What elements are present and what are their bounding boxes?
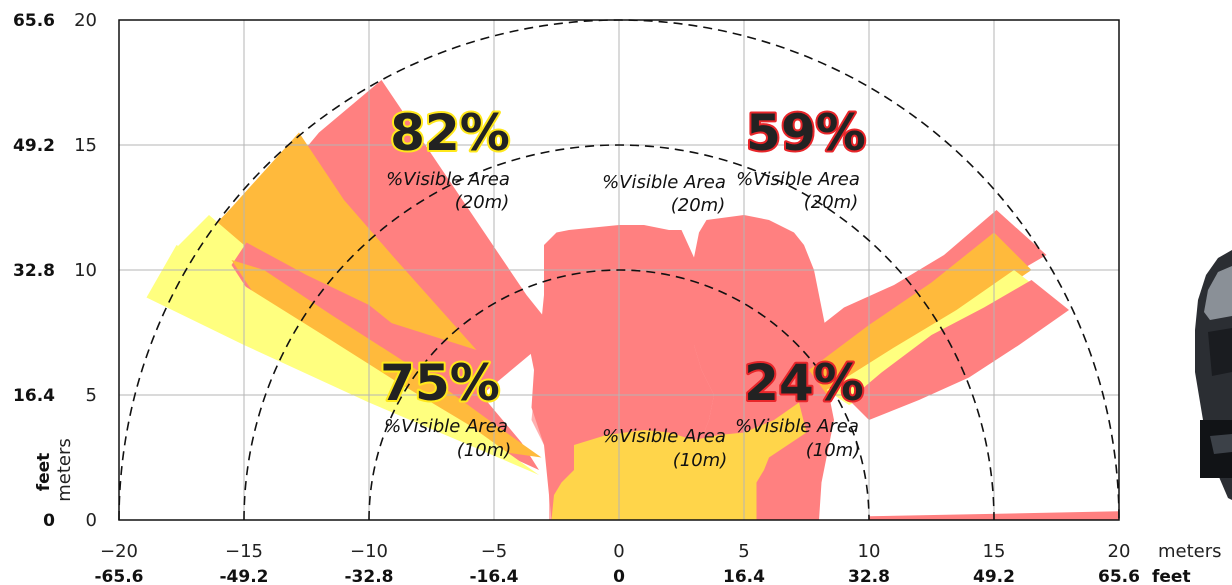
y-tick-meters: 0 bbox=[86, 510, 97, 531]
region-right-red-lower bbox=[849, 280, 1069, 420]
label-59-line2: (20m) bbox=[804, 192, 858, 213]
x-tick-meters: −20 bbox=[100, 541, 138, 562]
region-left-yellow-lower bbox=[146, 245, 539, 475]
x-tick-meters: 20 bbox=[1108, 541, 1131, 562]
percent-82: 82% bbox=[390, 104, 510, 162]
truck-image bbox=[1195, 250, 1232, 500]
y-tick-meters: 10 bbox=[74, 260, 97, 281]
x-tick-meters: 15 bbox=[983, 541, 1006, 562]
range-rings bbox=[118, 19, 1120, 521]
label-75-line1: %Visible Area bbox=[384, 416, 508, 437]
center-label-20m-line2: (20m) bbox=[671, 195, 725, 216]
axis-ticks: −20 -65.6 −15 -49.2 −10 -32.8 −5 -16.4 0 0 5 16.4 10… bbox=[13, 10, 1140, 585]
x-tick-feet: 65.6 bbox=[1098, 567, 1140, 585]
x-tick-meters: 0 bbox=[613, 541, 624, 562]
x-tick-meters: 5 bbox=[738, 541, 749, 562]
x-tick-feet: -32.8 bbox=[345, 567, 394, 585]
label-75-line2: (10m) bbox=[457, 440, 511, 461]
x-tick-feet: -49.2 bbox=[220, 567, 269, 585]
region-left-orange-lower bbox=[231, 260, 542, 458]
label-24-line1: %Visible Area bbox=[735, 416, 859, 437]
label-24-line2: (10m) bbox=[806, 440, 860, 461]
y-tick-feet: 16.4 bbox=[13, 386, 55, 406]
x-tick-feet: 49.2 bbox=[973, 567, 1015, 585]
label-82-line1: %Visible Area bbox=[386, 169, 510, 190]
y-tick-feet: 32.8 bbox=[13, 261, 55, 281]
x-tick-meters: −15 bbox=[225, 541, 263, 562]
x-tick-feet: 32.8 bbox=[848, 567, 890, 585]
y-unit-meters: meters bbox=[54, 438, 75, 502]
label-59-line1: %Visible Area bbox=[736, 169, 860, 190]
region-left-orange-upper bbox=[184, 132, 477, 350]
x-tick-feet: -65.6 bbox=[95, 567, 144, 585]
x-tick-meters: −10 bbox=[350, 541, 388, 562]
region-center-gold bbox=[551, 402, 807, 520]
label-82-line2: (20m) bbox=[455, 192, 509, 213]
region-right-orange-upper bbox=[809, 232, 1032, 398]
x-tick-feet: 0 bbox=[613, 567, 625, 585]
visibility-regions bbox=[146, 80, 1119, 520]
range-ring-15m bbox=[243, 144, 995, 521]
center-label-20m-line1: %Visible Area bbox=[602, 172, 726, 193]
y-tick-meters: 15 bbox=[74, 135, 97, 156]
x-tick-feet: -16.4 bbox=[470, 567, 519, 585]
y-tick-feet: 65.6 bbox=[13, 11, 55, 31]
x-unit-feet: feet bbox=[1152, 567, 1191, 585]
y-tick-feet: 0 bbox=[43, 511, 55, 531]
percent-24: 24% bbox=[744, 354, 864, 412]
x-tick-feet: 16.4 bbox=[723, 567, 765, 585]
y-tick-feet: 49.2 bbox=[13, 136, 55, 156]
y-tick-meters: 5 bbox=[86, 385, 97, 406]
center-label-10m-line1: %Visible Area bbox=[602, 426, 726, 447]
percent-75: 75% bbox=[380, 354, 500, 412]
y-unit-feet: feet bbox=[34, 453, 54, 492]
x-tick-meters: 10 bbox=[858, 541, 881, 562]
center-label-10m-line2: (10m) bbox=[673, 450, 727, 471]
range-ring-20m bbox=[118, 19, 1120, 521]
y-tick-meters: 20 bbox=[74, 10, 97, 31]
x-unit-meters: meters bbox=[1158, 541, 1222, 562]
x-tick-meters: −5 bbox=[481, 541, 508, 562]
range-ring-10m bbox=[368, 269, 870, 521]
percent-59: 59% bbox=[746, 104, 866, 162]
